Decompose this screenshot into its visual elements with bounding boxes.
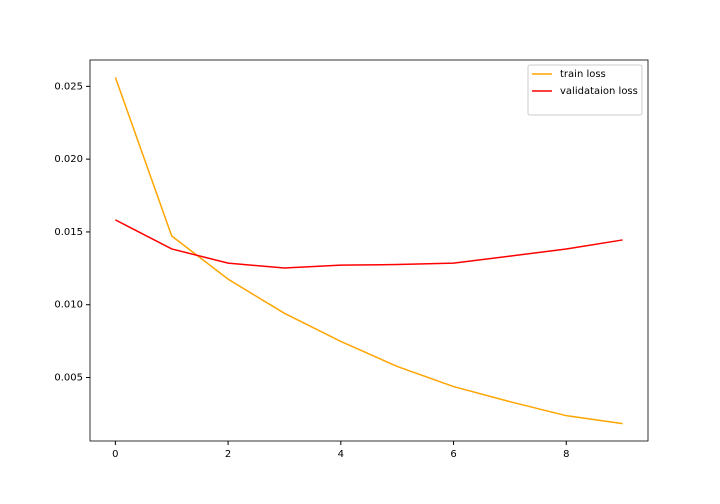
y-tick-label: 0.020 (54, 154, 83, 165)
line-series (115, 219, 623, 269)
x-tick-label: 6 (450, 449, 456, 460)
line-series (114, 77, 623, 425)
axes-frame (89, 59, 649, 442)
x-tick-label: 0 (112, 449, 118, 460)
y-tick-label: 0.010 (54, 300, 83, 311)
legend-label: validataion loss (560, 86, 638, 97)
y-tick-label: 0.025 (54, 81, 83, 92)
x-tick-label: 4 (338, 449, 344, 460)
x-tick-label: 8 (563, 449, 569, 460)
y-tick-label: 0.005 (54, 373, 83, 384)
y-tick-label: 0.015 (54, 227, 83, 238)
x-tick-label: 2 (225, 449, 231, 460)
legend-label: train loss (560, 69, 606, 80)
legend-box (527, 64, 643, 116)
